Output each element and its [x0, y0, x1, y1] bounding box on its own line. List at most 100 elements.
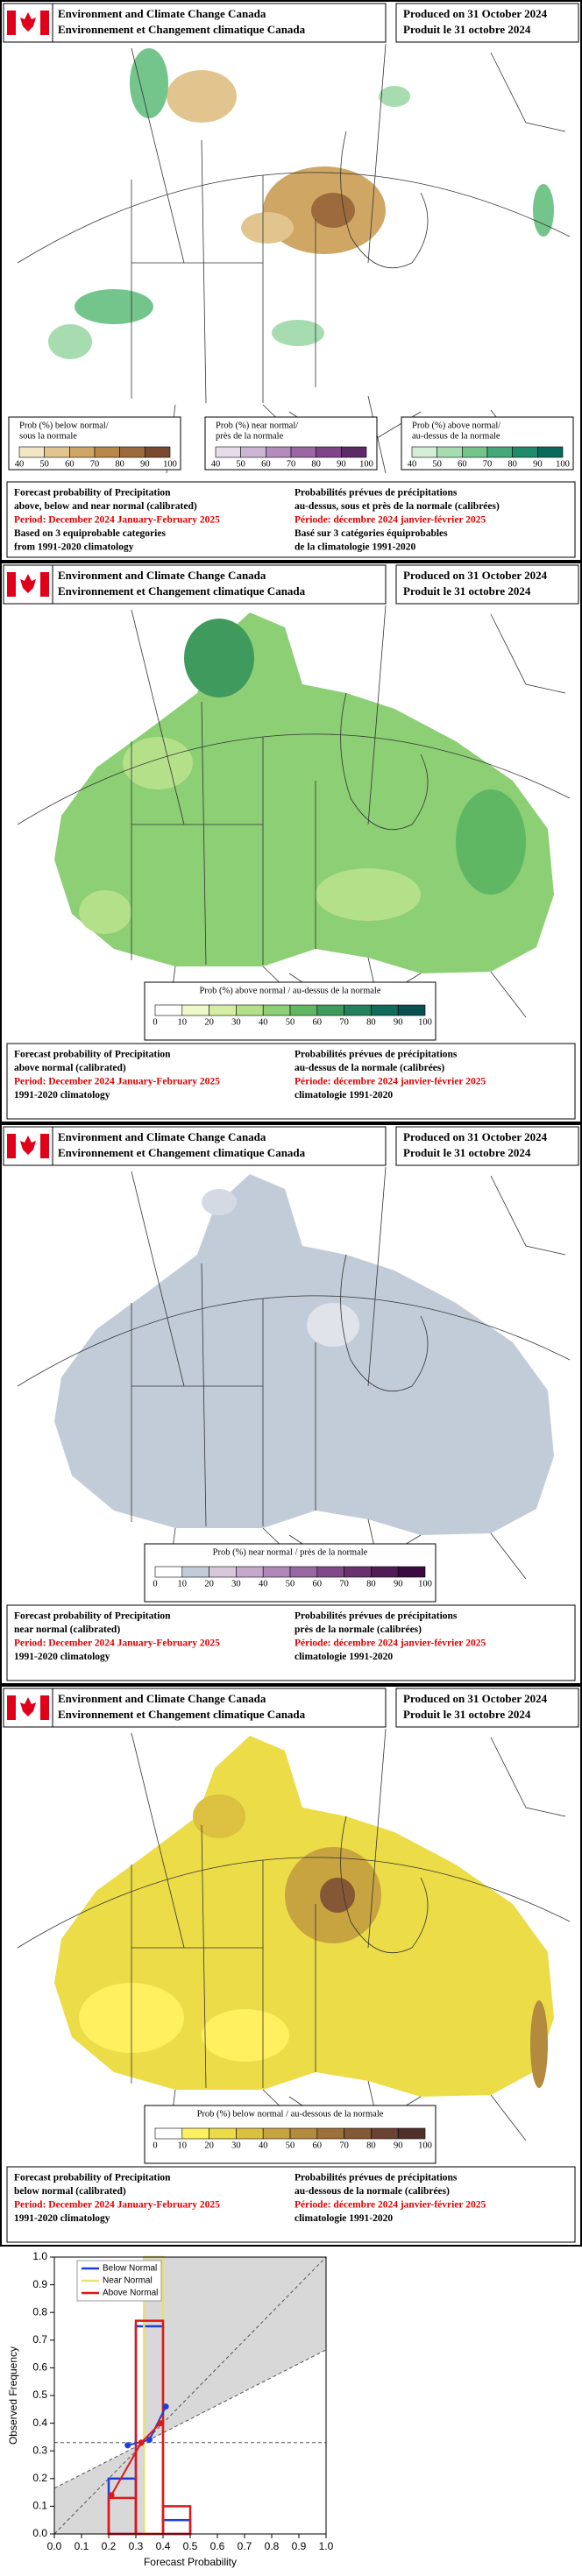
text: 50 — [286, 1017, 295, 1027]
panel: Environment and Climate Change Canada Env… — [0, 0, 582, 562]
text: 60 — [313, 2141, 323, 2150]
legend-label: Below Normal — [103, 2264, 157, 2274]
map-shading — [241, 212, 294, 244]
text: au-dessus, sous et près de la normale (c… — [295, 501, 500, 512]
text: above normal (calibrated) — [14, 1063, 126, 1073]
text: 70 — [339, 1579, 349, 1589]
text: Forecast probability of Precipitation — [14, 488, 171, 499]
legend-swatch — [94, 446, 120, 458]
legend-swatch — [236, 1004, 264, 1016]
map-shading — [202, 1189, 237, 1215]
map-shading — [379, 86, 410, 107]
legend-swatch — [371, 1566, 399, 1578]
map-outline — [490, 2094, 527, 2141]
text: 10 — [178, 2141, 188, 2150]
text: près de la normale — [216, 431, 284, 441]
text: 40 — [211, 459, 221, 469]
text: Environment and Climate Change Canada — [58, 1692, 266, 1705]
map-domain — [54, 1174, 554, 1535]
map-outline — [288, 1534, 303, 1545]
text: 0 — [153, 1017, 157, 1027]
legend-swatch — [371, 2127, 399, 2140]
legend-swatch — [289, 1004, 318, 1016]
y-tick-label: 1.0 — [32, 2250, 47, 2262]
x-axis-label: Forecast Probability — [144, 2556, 237, 2568]
x-tick-label: 0.1 — [75, 2540, 89, 2552]
y-tick-label: 0.4 — [32, 2417, 47, 2429]
text: 100 — [556, 459, 570, 469]
text: 60 — [65, 459, 75, 469]
text: 70 — [483, 459, 493, 469]
flag-bar — [40, 11, 49, 35]
map-shading — [311, 193, 355, 228]
header-box — [52, 1688, 387, 1728]
text: 100 — [359, 459, 373, 469]
flag-leaf — [20, 1136, 36, 1155]
text: 100 — [418, 1579, 432, 1589]
legend-swatch — [316, 446, 342, 458]
text: 40 — [259, 1017, 268, 1027]
legend-swatch — [486, 446, 513, 458]
map-shading — [316, 868, 421, 921]
text: 70 — [339, 1017, 349, 1027]
text: Période: décembre 2024 janvier-février 2… — [295, 1638, 486, 1649]
legend-swatch — [119, 446, 146, 458]
text: Produced on 31 October 2024 — [403, 1692, 548, 1705]
map-shading — [320, 1878, 355, 1913]
map-shading — [184, 619, 254, 697]
y-tick-label: 0.9 — [32, 2278, 47, 2290]
flag-bar — [7, 11, 16, 35]
text: Probabilités prévues de précipitations — [295, 1050, 458, 1060]
text: climatologie 1991-2020 — [295, 1090, 393, 1100]
legend-swatch — [145, 446, 171, 458]
flag-leaf — [20, 1697, 36, 1716]
legend-box — [8, 416, 181, 471]
y-tick-label: 0.6 — [32, 2361, 47, 2374]
legend-swatch — [397, 1566, 426, 1578]
text: près de la normale (calibrées) — [295, 1624, 422, 1635]
panel: Environment and Climate Change Canada Env… — [0, 562, 582, 1123]
text: Environment and Climate Change Canada — [58, 7, 266, 20]
legend-swatch — [344, 1004, 372, 1016]
x-tick-label: 0.8 — [265, 2540, 280, 2552]
x-tick-label: 0.7 — [238, 2540, 252, 2552]
map-outline — [288, 973, 303, 983]
text: 1991-2020 climatology — [14, 1652, 110, 1662]
legend-swatch — [154, 1004, 183, 1016]
legend-box — [401, 416, 574, 471]
text: Period: December 2024 January-February 2… — [14, 1077, 220, 1087]
legend-swatch — [397, 2127, 426, 2140]
text: Probabilités prévues de précipitations — [295, 1611, 458, 1622]
text: 80 — [507, 459, 517, 469]
text: 60 — [313, 1579, 323, 1589]
y-tick-label: 0.5 — [32, 2388, 47, 2401]
text: Environnement et Changement climatique C… — [58, 23, 306, 36]
map — [17, 43, 571, 474]
plot-frame — [53, 2256, 327, 2535]
legend-swatch — [537, 446, 564, 458]
text: Prob (%) above normal/ — [412, 421, 500, 430]
text: 20 — [204, 1579, 214, 1589]
text: 40 — [408, 459, 417, 469]
text: 70 — [287, 459, 296, 469]
text: climatologie 1991-2020 — [295, 2213, 393, 2224]
flag-bar — [40, 572, 49, 597]
text: Period: December 2024 January-February 2… — [14, 515, 220, 526]
text: Produit le 31 octobre 2024 — [403, 584, 531, 598]
caption-box — [6, 1043, 576, 1120]
map-outline — [131, 47, 185, 264]
map-outline — [490, 1532, 527, 1580]
map-outline — [490, 52, 566, 132]
map-domain — [54, 612, 554, 973]
text: Période: décembre 2024 janvier-février 2… — [295, 2200, 486, 2211]
map-outline — [17, 172, 571, 264]
text: 90 — [394, 1017, 403, 1027]
map-shading — [79, 890, 131, 934]
legend-swatch — [236, 1566, 264, 1578]
text: above, below and near normal (calibrated… — [14, 501, 197, 512]
text: 50 — [286, 1579, 295, 1589]
text: 90 — [140, 459, 150, 469]
text: Produced on 31 October 2024 — [403, 1130, 548, 1143]
text: 90 — [337, 459, 346, 469]
